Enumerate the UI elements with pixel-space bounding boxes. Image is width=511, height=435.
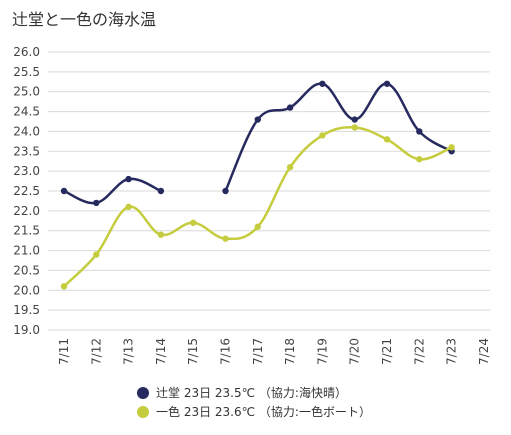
data-point-0-0 — [60, 187, 68, 195]
x-tick-label-6: 7/17 — [251, 338, 265, 365]
y-tick-label-4: 21.0 — [13, 244, 40, 258]
data-point-1-7 — [286, 163, 294, 171]
data-point-1-5 — [222, 235, 229, 242]
data-point-0-7 — [286, 104, 294, 111]
x-tick-label-0: 7/11 — [57, 338, 71, 365]
y-tick-label-11: 24.5 — [13, 105, 40, 119]
data-point-0-9 — [351, 116, 358, 123]
data-point-1-12 — [448, 144, 455, 151]
data-point-1-1 — [93, 251, 100, 258]
y-tick-label-5: 21.5 — [13, 224, 40, 238]
data-point-0-3 — [157, 187, 165, 195]
y-tick-label-13: 25.5 — [13, 65, 40, 79]
x-tick-label-12: 7/23 — [445, 338, 459, 365]
data-point-0-1 — [93, 199, 100, 207]
x-tick-label-2: 7/13 — [122, 338, 136, 365]
y-tick-label-10: 24.0 — [13, 124, 40, 138]
data-point-0-10 — [383, 80, 391, 87]
y-tick-label-7: 22.5 — [13, 184, 40, 198]
data-point-1-9 — [351, 124, 358, 131]
data-point-1-4 — [190, 219, 197, 226]
y-tick-label-6: 22.0 — [13, 204, 40, 218]
legend-marker-1 — [137, 406, 149, 418]
x-tick-label-8: 7/19 — [315, 338, 329, 365]
y-tick-label-1: 19.5 — [13, 303, 40, 317]
x-tick-label-13: 7/24 — [477, 338, 491, 365]
data-point-1-10 — [383, 136, 391, 143]
data-point-0-2 — [125, 175, 132, 183]
y-tick-label-3: 20.5 — [13, 263, 40, 277]
data-point-1-8 — [319, 132, 326, 139]
data-point-1-3 — [157, 231, 165, 238]
x-tick-label-5: 7/16 — [219, 338, 233, 365]
y-tick-label-0: 19.0 — [13, 323, 40, 337]
data-point-0-5 — [222, 187, 229, 195]
data-point-1-6 — [254, 223, 261, 230]
series-line-0-seg-1 — [224, 82, 453, 193]
data-point-0-11 — [416, 128, 423, 135]
x-tick-label-3: 7/14 — [154, 338, 168, 365]
x-tick-label-7: 7/18 — [283, 338, 297, 365]
y-tick-label-14: 26.0 — [13, 45, 40, 59]
x-tick-label-1: 7/12 — [89, 338, 103, 365]
legend-label-1: 一色 23日 23.6℃ （協力:一色ボート） — [156, 404, 371, 419]
y-tick-label-12: 25.0 — [13, 85, 40, 99]
legend-marker-0 — [137, 387, 149, 399]
x-tick-label-9: 7/20 — [348, 338, 362, 365]
data-point-1-0 — [60, 283, 68, 290]
x-tick-label-10: 7/21 — [380, 338, 394, 365]
series-line-0-seg-0 — [62, 177, 163, 205]
x-tick-label-11: 7/22 — [412, 338, 426, 365]
data-point-0-6 — [254, 116, 261, 123]
data-point-1-2 — [125, 203, 132, 211]
legend-label-0: 辻堂 23日 23.5℃ （協力:海快晴） — [156, 385, 347, 400]
data-point-1-11 — [416, 156, 423, 163]
chart-title: 辻堂と一色の海水温 — [12, 10, 157, 29]
y-tick-label-2: 20.0 — [13, 283, 40, 297]
y-tick-label-8: 23.0 — [13, 164, 40, 178]
y-tick-label-9: 23.5 — [13, 144, 40, 158]
x-tick-label-4: 7/15 — [186, 338, 200, 365]
data-point-0-8 — [319, 80, 326, 87]
